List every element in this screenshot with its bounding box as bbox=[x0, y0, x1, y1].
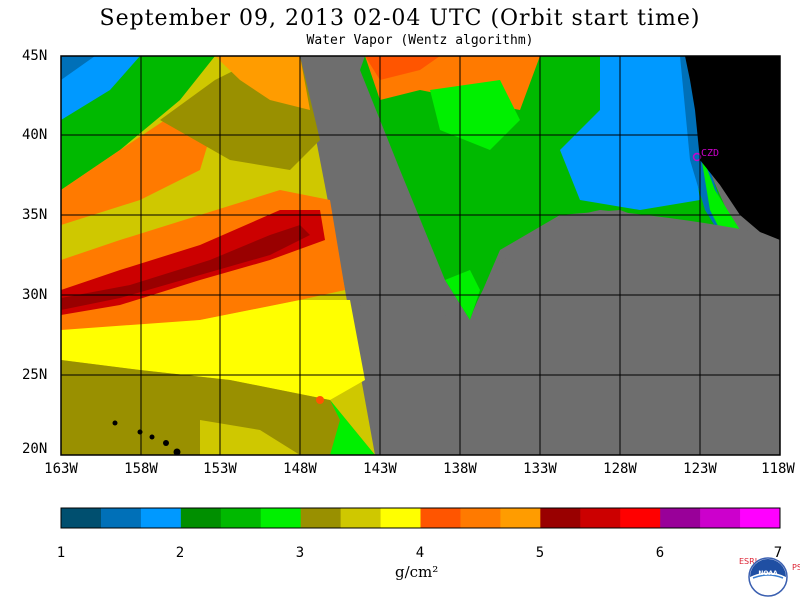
psd-label: PSD bbox=[792, 563, 800, 572]
lon-label-148w: 148W bbox=[283, 461, 317, 477]
lon-label-138w: 138W bbox=[443, 461, 477, 477]
land-area bbox=[685, 56, 780, 240]
colorbar-swatch bbox=[180, 508, 222, 528]
lon-label-118w: 118W bbox=[761, 461, 795, 477]
station-label: CZD bbox=[701, 148, 719, 159]
lon-label-158w: 158W bbox=[124, 461, 158, 477]
colorbar-tick-7: 7 bbox=[773, 545, 783, 561]
lat-label-25n: 25N bbox=[22, 367, 48, 383]
map-subtitle: Water Vapor (Wentz algorithm) bbox=[306, 33, 534, 48]
lon-label-163w: 163W bbox=[44, 461, 78, 477]
lon-label-153w: 153W bbox=[203, 461, 237, 477]
lon-label-143w: 143W bbox=[363, 461, 397, 477]
colorbar-swatch bbox=[380, 508, 421, 528]
east-swath bbox=[360, 56, 780, 455]
colorbar bbox=[60, 507, 781, 529]
west-swath bbox=[61, 56, 375, 455]
lon-label-123w: 123W bbox=[683, 461, 717, 477]
colorbar-swatch bbox=[420, 508, 461, 528]
colorbar-swatch bbox=[61, 508, 102, 528]
esrl-label: ESRL bbox=[739, 557, 760, 566]
lat-label-30n: 30N bbox=[22, 287, 48, 303]
lon-label-133w: 133W bbox=[523, 461, 557, 477]
colorbar-swatch bbox=[460, 508, 501, 528]
colorbar-swatch bbox=[660, 508, 701, 528]
colorbar-swatch bbox=[500, 508, 541, 528]
colorbar-swatch bbox=[300, 508, 342, 528]
colorbar-swatch bbox=[220, 508, 262, 528]
colorbar-frame bbox=[60, 507, 781, 529]
colorbar-swatch bbox=[260, 508, 302, 528]
map-field bbox=[61, 56, 780, 455]
lat-label-35n: 35N bbox=[22, 207, 48, 223]
colorbar-tick-4: 4 bbox=[415, 545, 425, 561]
colorbar-tick-6: 6 bbox=[655, 545, 665, 561]
colorbar-tick-3: 3 bbox=[295, 545, 305, 561]
map-frame bbox=[60, 55, 781, 456]
lon-label-128w: 128W bbox=[603, 461, 637, 477]
colorbar-tick-5: 5 bbox=[535, 545, 545, 561]
lat-label-45n: 45N bbox=[22, 48, 48, 64]
noaa-text: NOAA bbox=[758, 570, 778, 577]
colorbar-swatch bbox=[700, 508, 741, 528]
colorbar-swatch bbox=[340, 508, 382, 528]
colorbar-swatch bbox=[740, 508, 781, 528]
colorbar-swatch bbox=[140, 508, 182, 528]
map-gridlines bbox=[61, 56, 780, 455]
colorbar-tick-2: 2 bbox=[175, 545, 185, 561]
map-title: September 09, 2013 02-04 UTC (Orbit star… bbox=[99, 6, 701, 31]
colorbar-unit: g/cm² bbox=[395, 563, 439, 581]
lat-label-40n: 40N bbox=[22, 127, 48, 143]
lat-label-20n: 20N bbox=[22, 441, 48, 457]
colorbar-swatch bbox=[620, 508, 661, 528]
islands bbox=[112, 420, 181, 455]
colorbar-swatch bbox=[580, 508, 621, 528]
colorbar-swatch bbox=[540, 508, 581, 528]
colorbar-swatch bbox=[100, 508, 142, 528]
colorbar-tick-1: 1 bbox=[56, 545, 66, 561]
